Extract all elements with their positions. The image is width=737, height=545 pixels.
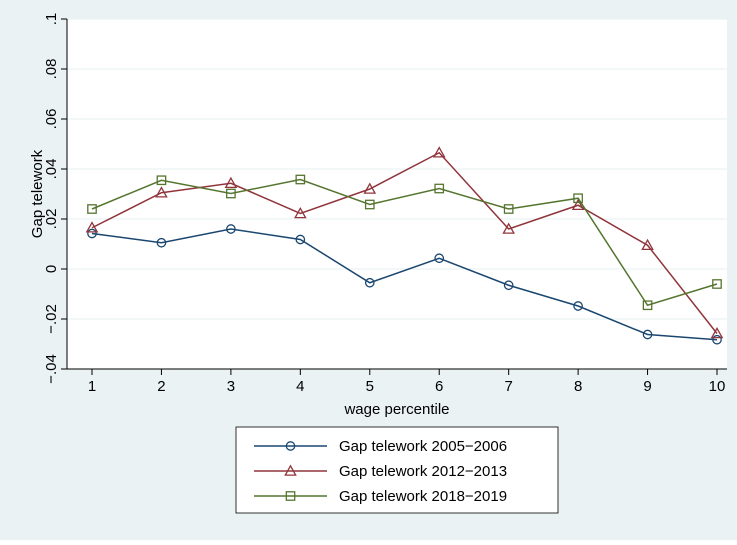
data-point <box>502 222 515 234</box>
data-point <box>85 221 99 233</box>
y-tick-label: .04 <box>43 159 60 180</box>
data-point <box>642 329 653 340</box>
legend-item: Gap telework 2005−2006 <box>254 438 507 455</box>
series-1 <box>87 224 722 345</box>
series-line <box>91 228 718 341</box>
data-point <box>224 176 238 189</box>
data-point <box>364 199 375 210</box>
data-point <box>432 146 446 158</box>
data-point <box>434 183 445 194</box>
series-2 <box>85 146 724 339</box>
data-point <box>434 253 445 264</box>
data-point <box>573 193 583 204</box>
data-point <box>87 228 97 239</box>
legend-label: Gap telework 2012−2013 <box>339 463 507 480</box>
y-tick-label: .1 <box>43 13 60 26</box>
x-tick-label: 8 <box>574 378 582 395</box>
data-point <box>710 326 724 339</box>
data-point <box>226 188 236 199</box>
data-point <box>295 174 306 185</box>
y-tick-label: 0 <box>43 265 60 273</box>
x-tick-label: 7 <box>504 378 512 395</box>
data-point <box>712 279 722 289</box>
legend: Gap telework 2005−2006 Gap telework 2012−… <box>235 426 559 514</box>
data-point <box>364 277 375 288</box>
legend-label: Gap telework 2005−2006 <box>339 438 507 455</box>
series-3 <box>87 174 722 311</box>
data-point <box>503 204 514 214</box>
x-tick-label: 5 <box>366 378 374 395</box>
y-tick-label: −.02 <box>43 304 60 334</box>
data-point <box>642 300 653 311</box>
x-tick-label: 6 <box>435 378 443 395</box>
x-tick-label: 2 <box>157 378 165 395</box>
x-axis-label: wage percentile <box>343 401 449 418</box>
y-tick-label: .06 <box>43 109 60 130</box>
data-point <box>295 234 306 245</box>
y-axis-label: Gap telework <box>29 149 46 238</box>
x-tick-label: 1 <box>88 378 96 395</box>
legend-item: Gap telework 2012−2013 <box>254 463 507 480</box>
data-point <box>571 198 585 211</box>
series-lines <box>85 146 724 345</box>
data-point <box>641 238 654 251</box>
plot-area <box>67 19 727 369</box>
data-point <box>156 237 167 248</box>
y-tick-label: .08 <box>43 59 60 80</box>
data-point <box>226 224 236 234</box>
y-tick-label: .02 <box>43 209 60 230</box>
data-point <box>156 175 167 186</box>
x-tick-label: 3 <box>227 378 235 395</box>
data-point <box>294 206 307 219</box>
x-tick-label: 10 <box>709 378 726 395</box>
data-point <box>503 280 514 291</box>
data-point <box>363 182 377 194</box>
data-point <box>573 301 583 311</box>
legend-marker <box>285 491 296 501</box>
x-tick-label: 9 <box>643 378 651 395</box>
y-tick-label: −.04 <box>43 354 60 384</box>
axes: −.04 −.02 0 .02 .04 .06 .08 .1 1 2 3 4 5 6 7 8 9 10 <box>43 13 727 395</box>
legend-marker <box>285 441 296 451</box>
series-line <box>91 151 718 334</box>
data-point <box>87 204 97 214</box>
legend-item: Gap telework 2018−2019 <box>254 488 507 505</box>
x-tick-label: 4 <box>296 378 304 395</box>
series-line <box>91 178 718 307</box>
data-point <box>712 334 722 345</box>
data-point <box>155 186 168 198</box>
legend-label: Gap telework 2018−2019 <box>339 488 507 505</box>
legend-marker <box>284 464 297 476</box>
